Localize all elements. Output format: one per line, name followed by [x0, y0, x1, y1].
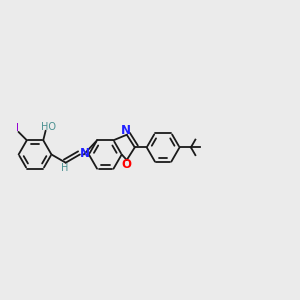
Text: H: H: [61, 164, 68, 173]
Text: N: N: [121, 124, 131, 137]
Text: N: N: [80, 147, 89, 160]
Text: O: O: [121, 158, 131, 171]
Text: I: I: [16, 123, 19, 133]
Text: HO: HO: [40, 122, 56, 132]
